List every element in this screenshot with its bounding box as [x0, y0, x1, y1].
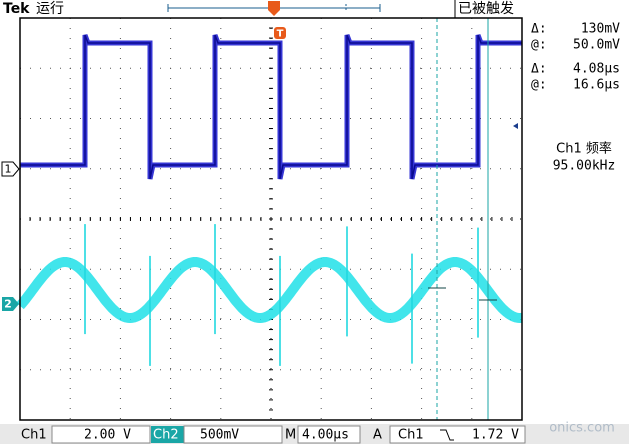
- measurement-label: Ch1 频率: [556, 141, 612, 157]
- trigger-position: [268, 1, 280, 16]
- ch2-marker-label: 2: [4, 298, 12, 311]
- plot-border: [19, 17, 523, 421]
- readout-symbol: @:: [531, 38, 547, 53]
- trigger-box: [389, 425, 526, 444]
- ch1-marker: [1, 161, 20, 177]
- ch1-scale-box: [51, 425, 151, 444]
- ch2-waveform: [16, 257, 525, 323]
- trigger-marker: [274, 27, 286, 39]
- trigger-source: Ch1: [398, 428, 424, 443]
- readout-value: 50.0mV: [573, 38, 620, 53]
- ch2-scale-box: [183, 425, 283, 444]
- ch1-scale: 2.00 V: [84, 428, 131, 443]
- readout-value: 4.08µs: [573, 62, 620, 77]
- cursor-readouts: Δ: 130mV @: 50.0mV Δ: 4.08µs @: 16.6µs: [531, 22, 620, 93]
- trigger-mode: A: [373, 428, 382, 443]
- time-label: M: [285, 428, 296, 443]
- readout-symbol: Δ:: [531, 22, 547, 37]
- ch2-label-box: [151, 426, 184, 443]
- readout-value: 130mV: [581, 22, 620, 37]
- waveforms: [16, 18, 525, 420]
- trigger-marker-label: T: [277, 29, 284, 40]
- ch2-label: Ch2: [153, 428, 179, 443]
- ch1-waveform-core: [20, 34, 522, 180]
- trigger-state: 已被触发: [458, 1, 514, 17]
- measurement-value: 95.00kHz: [553, 159, 616, 174]
- ch1-marker-label: 1: [5, 163, 12, 176]
- ch2-marker: [2, 297, 19, 311]
- time-scale: 4.00µs: [302, 428, 349, 443]
- readout-symbol: @:: [531, 78, 547, 93]
- graticule: [19, 17, 522, 420]
- ch2-scale: 500mV: [200, 428, 239, 443]
- trigger-level: 1.72 V: [472, 428, 519, 443]
- run-status: 运行: [36, 1, 64, 17]
- time-scale-box: [297, 425, 361, 444]
- trigger-slope: [440, 429, 454, 441]
- ch1-label: Ch1: [21, 428, 47, 443]
- brand: Tek: [3, 1, 30, 17]
- readout-symbol: Δ:: [531, 62, 547, 77]
- readout-value: 16.6µs: [573, 78, 620, 93]
- watermark: onics.com: [549, 421, 615, 436]
- level-marker: [513, 123, 518, 129]
